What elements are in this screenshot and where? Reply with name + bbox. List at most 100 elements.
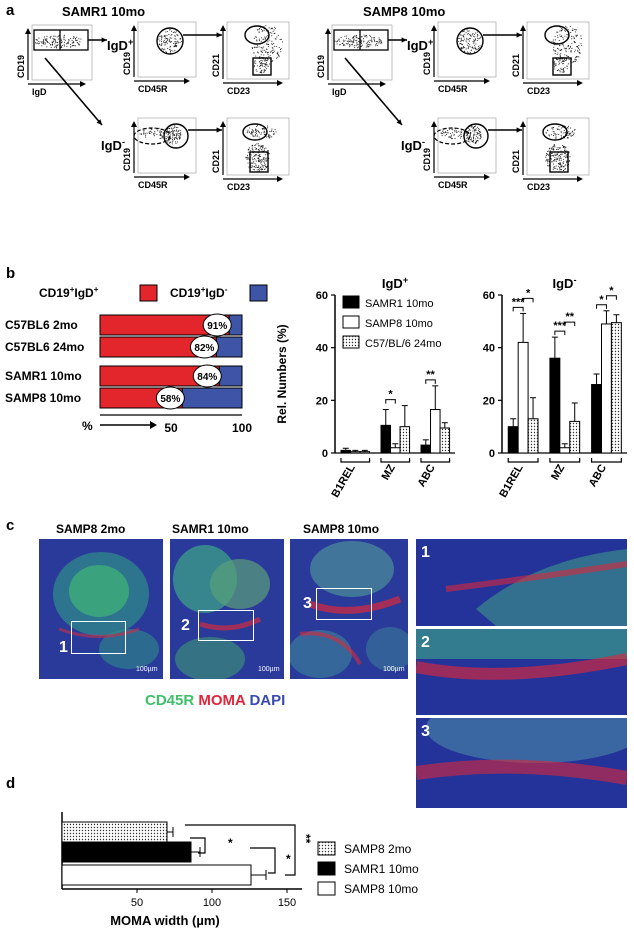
bar-0 <box>61 821 168 843</box>
inset-micrograph-1: 1 <box>416 539 627 626</box>
sig-bracket-5 <box>605 295 617 300</box>
gate-ellipse <box>156 27 184 55</box>
chart-title: IgD- <box>553 275 577 291</box>
micrograph-samr1-10mo: 2 100µm <box>170 539 284 679</box>
sig-bracket-2 <box>185 824 296 876</box>
igd-percentage-stacked-bar-chart: CD19+IgD+ CD19+IgD- C57BL6 2mo 91% C57BL6 2… <box>5 284 268 435</box>
plot-igdneg-cd45r <box>137 117 197 174</box>
roi-number-1: 1 <box>59 639 68 656</box>
y-axis-label: Rel. Numbers (%) <box>275 324 289 423</box>
roi-number-2: 2 <box>181 617 190 634</box>
sig-label-5: * <box>609 285 614 297</box>
gate-ellipse <box>456 27 484 55</box>
sig-bracket-1 <box>425 379 436 384</box>
bar-B1REL-1 <box>350 451 361 454</box>
gate-arrowhead <box>216 127 222 133</box>
bar-MZ-1 <box>390 447 401 454</box>
axis-label-x: CD23 <box>227 86 250 96</box>
chart-title: IgD+ <box>382 275 408 291</box>
y-tick-0: 0 <box>489 448 495 460</box>
x-tick-50: 50 <box>164 421 178 435</box>
axis-label-y: CD19 <box>422 148 432 171</box>
category-bracket-ABC <box>420 458 451 463</box>
stain-legend: CD45R MOMA DAPI <box>145 692 285 709</box>
gate-label-igd-pos: IgD+ <box>407 37 433 53</box>
panel-letter-a: a <box>6 2 15 19</box>
x-tick-100: 100 <box>232 421 252 435</box>
samr1-gating-title: SAMR1 10mo <box>62 4 145 19</box>
category-label-MZ: MZ <box>380 462 398 482</box>
bar-ABC-1 <box>601 323 612 454</box>
plot-igdpos-cd21 <box>226 21 290 80</box>
axis-label-y: CD21 <box>511 54 521 77</box>
bar-B1REL-2 <box>527 418 539 454</box>
gate-arrow <box>44 57 103 126</box>
bar-B1REL-0 <box>507 426 519 454</box>
bar-ABC-0 <box>591 384 603 454</box>
axis-label-y: CD21 <box>211 54 221 77</box>
sig-label-0: *** <box>512 296 526 308</box>
flow-cytometry-gating-panel: SAMR1 10mo SAMP8 10mo CD19 IgD IgD+ CD19 CD4… <box>16 4 590 192</box>
sig-bracket-1 <box>522 297 534 303</box>
bar-1 <box>61 841 192 863</box>
stain-cd45r: CD45R <box>145 692 195 709</box>
axis-label-x: IgD <box>332 87 347 97</box>
category-label-1: C57BL6 24mo <box>5 340 84 354</box>
legend-igdpos-swatch <box>139 284 158 302</box>
gate-label-igd-pos: IgD+ <box>107 37 133 53</box>
gate-arrowhead <box>401 37 407 43</box>
panel-letter-b: b <box>6 265 16 282</box>
axis-label-x: CD23 <box>227 182 250 192</box>
bar-ABC-2 <box>610 322 622 454</box>
micro-title-1: SAMP8 2mo <box>56 522 126 536</box>
sig-label-2: *** <box>553 320 567 332</box>
legend-label-1: SAMP8 10mo <box>365 318 433 330</box>
stain-moma: MOMA <box>198 692 246 709</box>
category-bracket-MZ <box>380 458 411 463</box>
micrograph-samp8-10mo: 3 100µm <box>290 539 408 679</box>
sig-bracket-0 <box>512 306 524 312</box>
category-label-MZ: MZ <box>549 462 567 482</box>
scale-bar-label-3: 100µm <box>383 666 405 673</box>
y-tick-20: 20 <box>316 395 328 407</box>
sig-bracket-4 <box>596 304 607 309</box>
legend-label-0: SAMR1 10mo <box>365 298 433 310</box>
sig-label-3: ** <box>565 311 574 323</box>
sig-bracket-0 <box>190 837 206 854</box>
panel-letter-d: d <box>6 775 16 792</box>
y-tick-60: 60 <box>483 290 495 302</box>
pct-badge-1 <box>189 335 219 359</box>
x-axis-label: MOMA width (µm) <box>110 913 220 928</box>
category-label-ABC: ABC <box>587 462 609 489</box>
inset-number-3: 3 <box>421 723 430 740</box>
bar-ABC-2 <box>439 427 451 454</box>
legend-swatch-2 <box>342 335 360 349</box>
sig-label-1: ** <box>426 369 435 381</box>
y-tick-20: 20 <box>483 395 495 407</box>
gate-arrowhead <box>101 37 107 43</box>
axis-label-y: CD19 <box>122 148 132 171</box>
axis-label-y: CD19 <box>16 55 26 78</box>
sig-label-0: * <box>388 389 393 401</box>
category-bracket-MZ <box>549 458 581 463</box>
pct-label-2: 84% <box>197 372 217 383</box>
scale-bar-label-2: 100µm <box>258 666 280 673</box>
x-tick-150: 150 <box>278 897 296 909</box>
sig-label-0: * <box>228 836 233 850</box>
gate-label-igd-neg: IgD- <box>401 137 425 153</box>
sig-label-1: * <box>286 852 291 866</box>
legend-label-2: C57/BL/6 24mo <box>365 338 441 350</box>
samp8-gating-title: SAMP8 10mo <box>363 4 445 19</box>
plot-igdneg-cd45r <box>437 117 497 174</box>
gate-label-igd-neg: IgD- <box>101 137 125 153</box>
roi-box-3 <box>316 588 372 620</box>
axis-label-x: CD45R <box>138 180 168 190</box>
bar-2 <box>61 864 252 886</box>
axis-label-x: CD23 <box>527 182 550 192</box>
bar-MZ-0 <box>380 424 392 454</box>
gate-arrowhead <box>396 119 402 125</box>
moma-width-bar-chart: 50 100 150 MOMA width (µm) SAMP8 2mo SAMR1 10… <box>61 812 419 928</box>
category-bracket-B1REL <box>507 458 539 463</box>
